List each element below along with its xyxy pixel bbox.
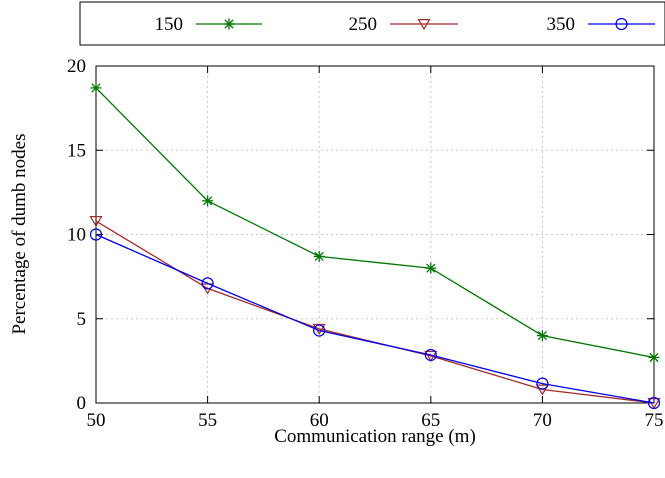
x-tick-label: 75	[645, 410, 664, 431]
data-point-250	[535, 384, 549, 396]
data-point-350	[424, 348, 437, 362]
x-tick-label: 70	[533, 410, 552, 431]
legend-entries: 150 250 350	[155, 14, 655, 35]
x-tick-label: 50	[87, 410, 106, 431]
data-point-350	[201, 277, 214, 290]
data-point-150	[648, 352, 660, 364]
y-tick-label: 0	[77, 393, 87, 414]
plot-frame	[95, 65, 655, 404]
x-tick-label: 60	[310, 410, 329, 431]
legend-marker	[417, 19, 431, 31]
legend-marker	[223, 18, 235, 30]
data-point-350	[89, 228, 103, 241]
y-tick-label: 15	[67, 140, 86, 161]
data-point-150	[425, 262, 437, 274]
legend-entry-250: 250	[349, 14, 458, 35]
x-tick-label: 65	[421, 410, 440, 431]
legend-marker	[615, 17, 628, 31]
data-point-150	[313, 250, 325, 262]
y-axis-title: Percentage of dumb nodes	[9, 133, 30, 334]
data-point-250	[647, 398, 661, 410]
data-point-350	[647, 396, 661, 410]
series-350	[89, 228, 661, 410]
series-150	[90, 82, 660, 364]
data-point-350	[536, 377, 549, 390]
legend: 150 250 350	[79, 1, 665, 46]
data-point-350	[313, 324, 326, 337]
data-point-150	[202, 195, 214, 207]
data-point-250	[89, 216, 103, 228]
series-line-250	[95, 220, 655, 404]
legend-label: 350	[547, 14, 576, 35]
data-point-150	[536, 330, 548, 342]
x-axis-title: Communication range (m)	[274, 426, 476, 447]
series-250	[89, 216, 661, 410]
x-tick-label: 55	[198, 410, 217, 431]
series-layer	[89, 82, 661, 410]
y-tick-label: 10	[67, 225, 86, 246]
legend-label: 150	[155, 14, 184, 35]
y-tick-label: 20	[67, 56, 86, 77]
legend-label: 250	[349, 14, 378, 35]
y-tick-label: 5	[77, 309, 87, 330]
legend-box	[79, 1, 665, 46]
legend-entry-350: 350	[547, 14, 655, 35]
series-line-150	[95, 87, 655, 359]
axis-ticks: 50 55 60 65 70 75 0 5 10 15 20	[67, 56, 664, 431]
series-line-350	[95, 233, 655, 404]
grid	[96, 66, 654, 403]
data-point-150	[90, 82, 102, 94]
legend-entry-150: 150	[155, 14, 262, 35]
